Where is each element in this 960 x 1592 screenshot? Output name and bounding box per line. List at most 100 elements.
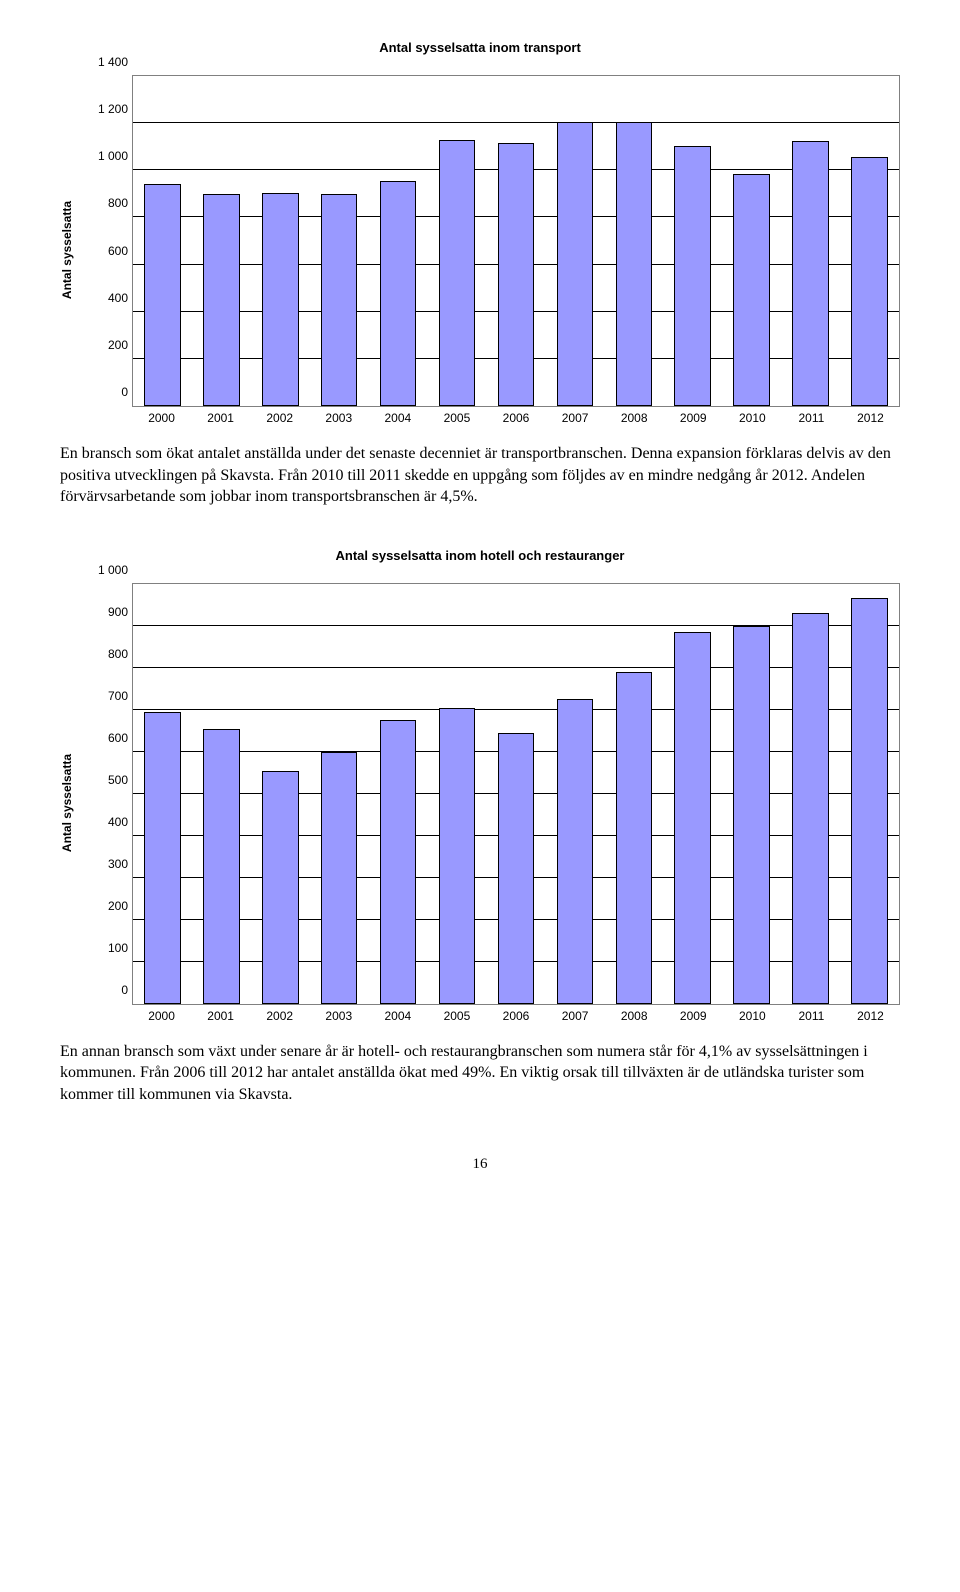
bar-slot xyxy=(781,76,840,406)
ytick-label: 1 200 xyxy=(83,102,128,116)
bar xyxy=(203,194,240,406)
chart1-plot: 02004006008001 0001 2001 400 xyxy=(132,75,900,407)
ytick-label: 1 000 xyxy=(83,149,128,163)
bar xyxy=(321,194,358,406)
chart1: Antal sysselsatta 02004006008001 0001 20… xyxy=(60,75,900,425)
ytick-label: 1 400 xyxy=(83,55,128,69)
xtick-label: 2011 xyxy=(782,1009,841,1023)
xtick-label: 2007 xyxy=(546,1009,605,1023)
bar-slot xyxy=(487,76,546,406)
bar xyxy=(380,720,417,1004)
xtick-label: 2010 xyxy=(723,1009,782,1023)
bar xyxy=(733,626,770,1004)
bar xyxy=(203,729,240,1004)
xtick-label: 2012 xyxy=(841,411,900,425)
bar-slot xyxy=(133,76,192,406)
ytick-label: 200 xyxy=(83,338,128,352)
ytick-label: 400 xyxy=(83,815,128,829)
chart2-ylabel: Antal sysselsatta xyxy=(60,754,74,852)
xtick-label: 2005 xyxy=(427,411,486,425)
bar-slot xyxy=(840,76,899,406)
xtick-label: 2006 xyxy=(486,1009,545,1023)
bar-slot xyxy=(310,584,369,1004)
bar xyxy=(498,143,535,406)
xtick-label: 2000 xyxy=(132,1009,191,1023)
bar-slot xyxy=(722,584,781,1004)
bar-slot xyxy=(251,76,310,406)
bar xyxy=(616,672,653,1004)
bar-slot xyxy=(722,76,781,406)
bar xyxy=(321,752,358,1004)
bar xyxy=(557,122,594,406)
bar-slot xyxy=(663,584,722,1004)
paragraph-2: En annan bransch som växt under senare å… xyxy=(60,1041,900,1106)
ytick-label: 500 xyxy=(83,773,128,787)
xtick-label: 2009 xyxy=(664,411,723,425)
bar-slot xyxy=(487,584,546,1004)
bar xyxy=(498,733,535,1004)
xtick-label: 2003 xyxy=(309,1009,368,1023)
bar-slot xyxy=(545,76,604,406)
bar xyxy=(733,174,770,406)
chart1-xticks: 2000200120022003200420052006200720082009… xyxy=(132,411,900,425)
chart1-title: Antal sysselsatta inom transport xyxy=(60,40,900,55)
xtick-label: 2005 xyxy=(427,1009,486,1023)
chart1-ylabel: Antal sysselsatta xyxy=(60,201,74,299)
xtick-label: 2002 xyxy=(250,411,309,425)
bar xyxy=(380,181,417,406)
xtick-label: 2002 xyxy=(250,1009,309,1023)
ytick-label: 700 xyxy=(83,689,128,703)
xtick-label: 2001 xyxy=(191,411,250,425)
xtick-label: 2012 xyxy=(841,1009,900,1023)
ytick-label: 300 xyxy=(83,857,128,871)
bar xyxy=(439,140,476,406)
bar-slot xyxy=(369,76,428,406)
bar-slot xyxy=(428,584,487,1004)
xtick-label: 2004 xyxy=(368,411,427,425)
bar xyxy=(674,632,711,1004)
ytick-label: 600 xyxy=(83,731,128,745)
bar-slot xyxy=(663,76,722,406)
ytick-label: 1 000 xyxy=(83,563,128,577)
bar-slot xyxy=(545,584,604,1004)
bar-slot xyxy=(192,584,251,1004)
bar-slot xyxy=(428,76,487,406)
xtick-label: 2006 xyxy=(486,411,545,425)
chart2-xticks: 2000200120022003200420052006200720082009… xyxy=(132,1009,900,1023)
ytick-label: 400 xyxy=(83,291,128,305)
page-number: 16 xyxy=(60,1156,900,1173)
ytick-label: 0 xyxy=(83,983,128,997)
xtick-label: 2010 xyxy=(723,411,782,425)
bar xyxy=(851,157,888,406)
bar xyxy=(851,598,888,1003)
ytick-label: 100 xyxy=(83,941,128,955)
ytick-label: 800 xyxy=(83,647,128,661)
chart2-title: Antal sysselsatta inom hotell och restau… xyxy=(60,548,900,563)
bar xyxy=(262,771,299,1004)
bar xyxy=(557,699,594,1004)
chart2: Antal sysselsatta 0100200300400500600700… xyxy=(60,583,900,1023)
bar-slot xyxy=(781,584,840,1004)
bar-slot xyxy=(192,76,251,406)
bar xyxy=(792,141,829,406)
xtick-label: 2001 xyxy=(191,1009,250,1023)
ytick-label: 0 xyxy=(83,385,128,399)
bar xyxy=(439,708,476,1004)
xtick-label: 2007 xyxy=(546,411,605,425)
xtick-label: 2000 xyxy=(132,411,191,425)
bar xyxy=(616,122,653,406)
xtick-label: 2003 xyxy=(309,411,368,425)
xtick-label: 2008 xyxy=(605,1009,664,1023)
bar-slot xyxy=(369,584,428,1004)
ytick-label: 600 xyxy=(83,244,128,258)
bar xyxy=(144,184,181,406)
xtick-label: 2011 xyxy=(782,411,841,425)
bar-slot xyxy=(840,584,899,1004)
bar xyxy=(792,613,829,1004)
bar-slot xyxy=(604,76,663,406)
ytick-label: 900 xyxy=(83,605,128,619)
bar xyxy=(144,712,181,1004)
xtick-label: 2008 xyxy=(605,411,664,425)
bar xyxy=(674,146,711,406)
xtick-label: 2004 xyxy=(368,1009,427,1023)
